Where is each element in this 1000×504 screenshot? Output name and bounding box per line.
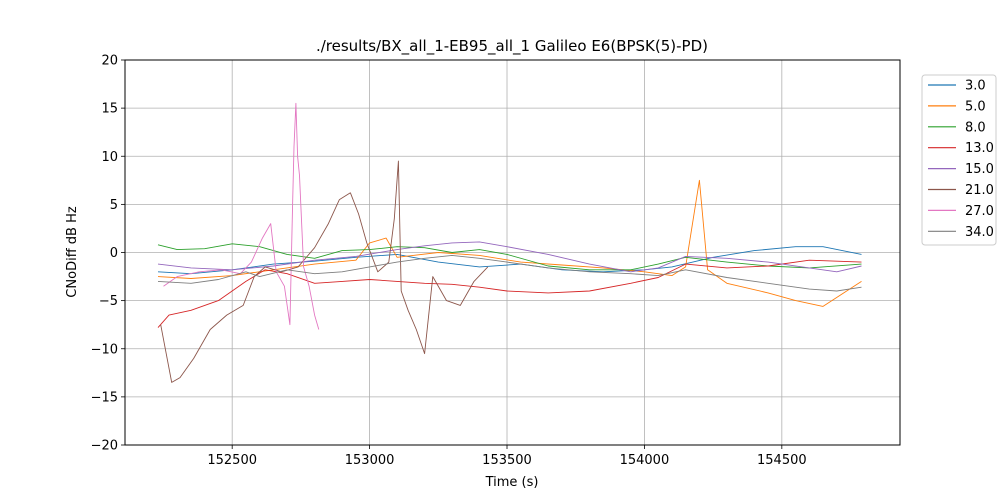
legend: 3.0 5.0 8.0 13.0 15.0 21.0 27.0 34.0 — [921, 74, 997, 246]
series-lines — [157, 102, 862, 383]
series-line-8-0 — [157, 243, 862, 271]
y-tick-label: −15 — [91, 390, 118, 405]
legend-label: 21.0 — [965, 183, 994, 198]
legend-label: 15.0 — [965, 162, 994, 177]
x-axis-label: Time (s) — [485, 475, 539, 490]
y-axis-ticks: −20 −15 −10 −5 0 5 10 15 20 — [91, 54, 125, 454]
y-tick-label: −10 — [91, 342, 118, 357]
series-line-5-0 — [157, 179, 862, 307]
y-tick-label: 20 — [101, 54, 118, 69]
chart-title: ./results/BX_all_1-EB95_all_1 Galileo E6… — [316, 37, 708, 56]
x-tick-label: 152500 — [207, 453, 257, 468]
x-tick-label: 154500 — [757, 453, 807, 468]
legend-label: 3.0 — [965, 79, 986, 94]
x-tick-label: 154000 — [620, 453, 670, 468]
series-line-27-0 — [163, 102, 320, 330]
series-line-13-0 — [157, 259, 862, 328]
y-tick-label: 15 — [101, 102, 118, 117]
legend-label: 34.0 — [965, 225, 994, 240]
x-axis-ticks: 152500 153000 153500 154000 154500 — [207, 445, 807, 468]
y-tick-label: 5 — [110, 198, 118, 213]
legend-frame — [921, 74, 997, 246]
series-line-15-0 — [157, 241, 862, 273]
legend-label: 13.0 — [965, 141, 994, 156]
y-tick-label: 10 — [101, 150, 118, 165]
x-tick-label: 153000 — [345, 453, 395, 468]
series-line-21-0 — [160, 160, 489, 383]
legend-label: 27.0 — [965, 204, 994, 219]
y-tick-label: −20 — [91, 439, 118, 454]
x-tick-label: 153500 — [482, 453, 532, 468]
y-tick-label: 0 — [110, 246, 118, 261]
y-axis-label: CNoDiff dB Hz — [65, 206, 80, 298]
series-line-34-0 — [157, 254, 862, 292]
y-tick-label: −5 — [99, 294, 118, 309]
legend-label: 5.0 — [965, 99, 986, 114]
legend-label: 8.0 — [965, 120, 986, 135]
